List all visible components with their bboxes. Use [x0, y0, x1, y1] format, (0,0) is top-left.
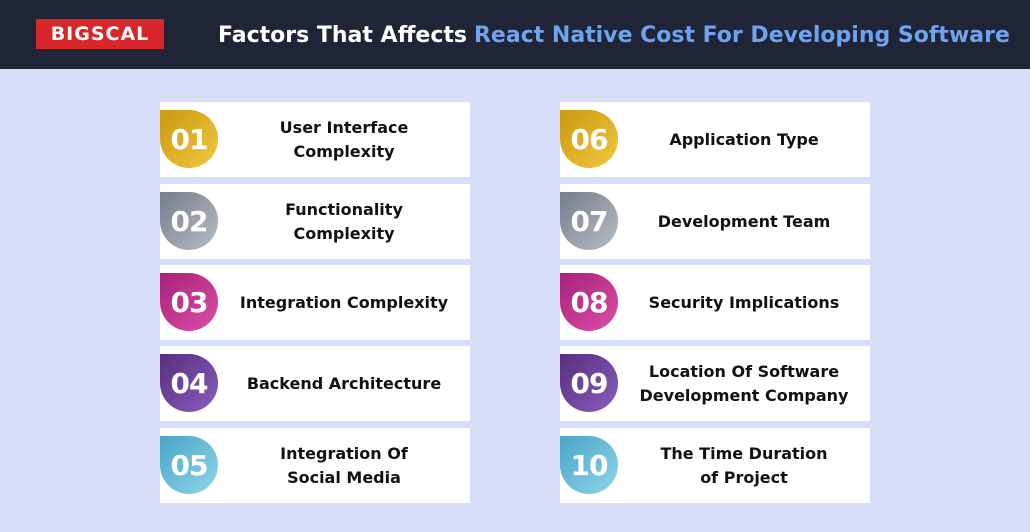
title-accent: React Native Cost For Developing Softwar… — [473, 22, 1010, 48]
factor-number-badge: 07 — [560, 192, 618, 250]
factor-number-badge: 01 — [160, 110, 218, 168]
factor-card-02: 02 Functionality Complexity — [160, 184, 470, 259]
header-bar: BIGSCAL Factors That Affects React Nativ… — [0, 0, 1030, 69]
factor-label: Security Implications — [648, 292, 840, 312]
factor-number-badge: 04 — [160, 354, 218, 412]
factor-card-08: 08 Security Implications — [560, 265, 870, 340]
factor-number-badge: 08 — [560, 273, 618, 331]
factor-label: Integration Complexity — [239, 292, 449, 312]
factor-number-badge: 09 — [560, 354, 618, 412]
title-main: Factors That Affects — [218, 22, 467, 48]
factor-label: Backend Architecture — [246, 373, 442, 393]
factor-label: The Time Duration of Project — [660, 443, 828, 487]
factor-label: Integration Of Social Media — [280, 443, 408, 487]
factor-label: Development Team — [657, 211, 831, 231]
factor-card-09: 09 Location Of Software Development Comp… — [560, 346, 870, 421]
factor-number-badge: 10 — [560, 436, 618, 494]
factor-card-01: 01 User Interface Complexity — [160, 102, 470, 177]
factor-label: Location Of Software Development Company — [639, 361, 849, 405]
factor-label: User Interface Complexity — [279, 117, 409, 161]
page-title: Factors That Affects React Native Cost F… — [218, 19, 1018, 51]
factor-number-badge: 05 — [160, 436, 218, 494]
factor-card-10: 10 The Time Duration of Project — [560, 428, 870, 503]
factor-label: Application Type — [669, 129, 819, 149]
factor-card-05: 05 Integration Of Social Media — [160, 428, 470, 503]
factor-number-badge: 02 — [160, 192, 218, 250]
factor-card-06: 06 Application Type — [560, 102, 870, 177]
bigscal-logo: BIGSCAL — [36, 19, 164, 49]
factor-card-04: 04 Backend Architecture — [160, 346, 470, 421]
factor-card-03: 03 Integration Complexity — [160, 265, 470, 340]
factor-card-07: 07 Development Team — [560, 184, 870, 259]
factor-number-badge: 03 — [160, 273, 218, 331]
factor-label: Functionality Complexity — [285, 199, 403, 243]
factor-number-badge: 06 — [560, 110, 618, 168]
